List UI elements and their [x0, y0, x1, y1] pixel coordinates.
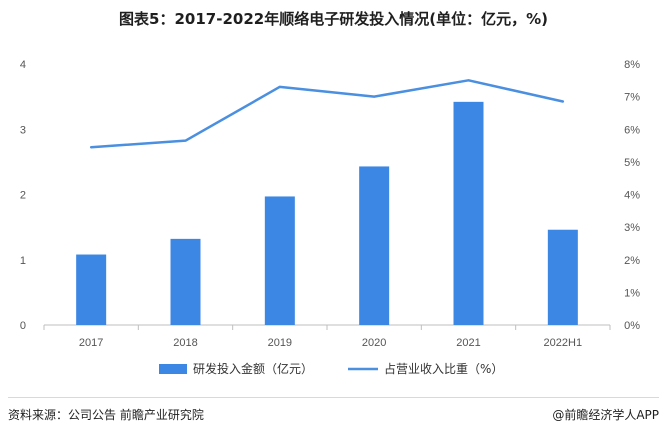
right-axis-tick-label: 0%	[624, 320, 640, 332]
bar	[359, 166, 390, 325]
bar-series	[76, 101, 578, 325]
bar	[264, 196, 295, 325]
bar	[76, 254, 107, 325]
right-axis-tick-label: 4%	[624, 190, 640, 202]
left-axis-tick-label: 2	[20, 190, 26, 202]
right-axis-tick-label: 1%	[624, 287, 640, 299]
line-series	[89, 79, 565, 149]
chart-title: 图表5：2017-2022年顺络电子研发投入情况(单位：亿元，%)	[119, 10, 548, 28]
bar	[547, 229, 578, 325]
bar	[170, 238, 201, 325]
right-axis-tick-label: 2%	[624, 255, 640, 267]
legend-bar-label: 研发投入金额（亿元）	[193, 361, 313, 376]
right-axis-tick-label: 3%	[624, 222, 640, 234]
x-axis-tick-label: 2021	[456, 337, 480, 349]
x-axis-tick-label: 2020	[362, 337, 386, 349]
right-axis-tick-label: 8%	[624, 59, 640, 71]
right-axis-tick-label: 5%	[624, 157, 640, 169]
x-axis-tick-label: 2017	[79, 337, 103, 349]
x-axis: 2017 2018 2019 2020 2021 2022H1	[43, 325, 611, 349]
x-axis-tick-label: 2019	[268, 337, 292, 349]
left-axis-tick-label: 4	[20, 59, 26, 71]
left-axis-tick-label: 3	[20, 124, 26, 136]
footer-divider	[8, 397, 659, 398]
left-y-axis: 0 1 2 3 4	[20, 59, 26, 332]
brand-label: @前瞻经济学人APP	[552, 408, 659, 422]
legend-line-label: 占营业收入比重（%）	[384, 361, 503, 376]
right-y-axis: 0% 1% 2% 3% 4% 5% 6% 7% 8%	[624, 59, 640, 332]
legend-bar-swatch	[159, 364, 187, 374]
left-axis-tick-label: 0	[20, 320, 26, 332]
right-axis-tick-label: 6%	[624, 124, 640, 136]
source-note: 资料来源：公司公告 前瞻产业研究院	[8, 408, 204, 422]
x-axis-tick-label: 2018	[173, 337, 197, 349]
chart: 0 1 2 3 4 0% 1% 2% 3% 4% 5% 6% 7% 8% 2017 2018 2019 202…	[20, 59, 640, 376]
bar	[453, 101, 484, 325]
x-axis-tick-label: 2022H1	[544, 337, 583, 349]
left-axis-tick-label: 1	[20, 255, 26, 267]
legend: 研发投入金额（亿元） 占营业收入比重（%）	[159, 361, 503, 376]
line-path	[89, 79, 565, 149]
right-axis-tick-label: 7%	[624, 92, 640, 104]
